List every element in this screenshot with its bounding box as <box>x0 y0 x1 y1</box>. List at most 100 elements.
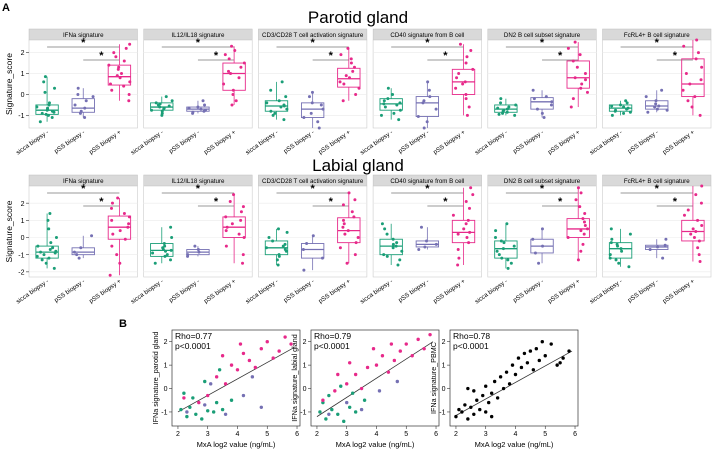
scatter-point <box>567 349 571 353</box>
y-axis-label: IFNa signature_PBMC <box>429 342 438 414</box>
data-point <box>700 65 704 69</box>
category-label: pSS biopsy + <box>432 278 467 305</box>
data-point <box>644 95 648 99</box>
data-point <box>466 218 470 222</box>
data-point <box>540 227 544 231</box>
y-tick-label: 2 <box>442 339 446 346</box>
scatter-point <box>463 403 467 407</box>
data-point <box>608 256 612 260</box>
scatter-point <box>324 417 328 421</box>
data-point <box>583 78 587 82</box>
scatter-point <box>398 349 403 353</box>
scatter-point <box>283 335 287 339</box>
data-point <box>112 51 116 55</box>
category-label: sicca biopsy - <box>588 278 623 306</box>
scatter-point <box>203 403 207 407</box>
data-point <box>457 256 461 260</box>
scatter-point <box>327 412 331 416</box>
facet-panel: FcRL4+ B cell signature**sicca biopsy -p… <box>588 174 712 306</box>
y-tick-label: 0 <box>21 92 25 99</box>
data-point <box>456 263 460 267</box>
data-point <box>49 241 53 245</box>
stat-annotation: Rho=0.79 <box>314 331 351 341</box>
data-point <box>425 239 429 243</box>
scatter-point <box>333 389 337 393</box>
x-tick-label: 4 <box>514 431 518 438</box>
category-label: pSS biopsy + <box>88 278 123 305</box>
category-label: sicca biopsy - <box>15 278 50 306</box>
data-point <box>549 103 553 107</box>
significance-label: * <box>558 196 563 208</box>
data-point <box>506 266 510 270</box>
data-point <box>533 251 537 255</box>
data-point <box>311 234 315 238</box>
data-point <box>280 80 284 84</box>
significance-label: * <box>196 37 201 49</box>
box-body <box>71 98 95 113</box>
data-point <box>614 108 618 112</box>
data-point <box>695 38 699 42</box>
y-tick-label: 1 <box>442 363 446 370</box>
data-point <box>469 48 473 52</box>
y-tick-label: 1 <box>21 71 25 78</box>
data-point <box>608 253 612 257</box>
data-point <box>203 103 207 107</box>
data-point <box>122 211 126 215</box>
scatter-point <box>410 354 414 358</box>
data-point <box>692 236 696 240</box>
data-point <box>385 254 389 258</box>
scatter-point <box>330 407 334 412</box>
data-point <box>117 65 121 69</box>
scatter-point <box>347 361 352 365</box>
data-point <box>571 59 575 63</box>
data-point <box>664 237 668 241</box>
data-point <box>626 106 630 110</box>
category-label: sicca biopsy - <box>15 129 50 157</box>
data-point <box>169 258 173 262</box>
data-point <box>224 215 228 219</box>
data-point <box>581 217 585 221</box>
scatter-point <box>466 417 470 421</box>
scatter-point <box>543 354 547 358</box>
scatter-point <box>259 347 264 351</box>
scatter-point <box>481 393 485 398</box>
data-point <box>51 246 55 250</box>
data-point <box>583 72 587 76</box>
data-point <box>461 82 465 86</box>
data-point <box>576 186 580 190</box>
scatter-point <box>277 349 281 353</box>
scatter-point <box>472 412 476 416</box>
data-point <box>35 105 39 109</box>
data-point <box>379 113 383 117</box>
data-point <box>342 82 346 86</box>
category-label: pSS biopsy - <box>512 278 545 304</box>
scatter-point <box>336 372 340 377</box>
data-point <box>242 236 246 240</box>
data-point <box>542 116 546 120</box>
box-body <box>608 242 633 259</box>
facet-panel: FcRL4+ B cell signature**sicca biopsy -p… <box>588 28 712 157</box>
data-point <box>271 239 275 243</box>
data-point <box>72 250 76 254</box>
data-point <box>264 246 268 250</box>
box-body <box>681 58 705 98</box>
regression-line <box>455 350 573 416</box>
scatter-point <box>486 400 491 405</box>
scatter-point <box>259 405 264 409</box>
x-tick-label: 2 <box>454 431 458 438</box>
data-point <box>124 46 128 50</box>
data-point <box>347 76 351 80</box>
data-point <box>544 95 548 99</box>
facet-title: DN2 B cell subset signature <box>504 32 581 39</box>
data-point <box>285 230 289 234</box>
data-point <box>40 111 44 115</box>
significance-label: * <box>540 37 545 49</box>
data-point <box>682 44 686 48</box>
data-point <box>107 63 111 67</box>
data-point <box>507 105 511 109</box>
scatter-plot-area <box>449 329 579 427</box>
data-point <box>319 103 323 107</box>
data-point <box>48 248 52 252</box>
data-point <box>42 253 46 257</box>
x-axis-label: MxA log2 value (ng/mL) <box>475 440 554 449</box>
